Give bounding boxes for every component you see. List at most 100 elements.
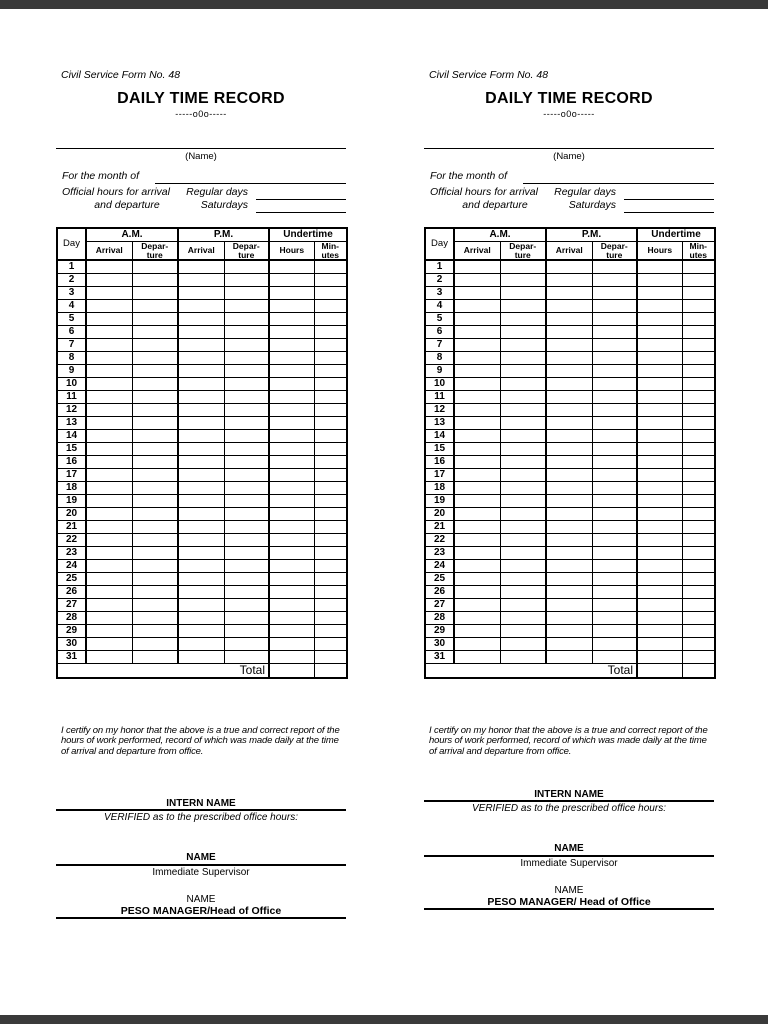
entry-cell <box>591 325 639 339</box>
entry-cell <box>681 299 716 313</box>
entry-cell <box>177 494 225 508</box>
entry-cell <box>591 312 639 326</box>
entry-cell <box>681 598 716 612</box>
entry-cell <box>636 572 683 586</box>
day-number-cell: 12 <box>56 403 87 417</box>
entry-cell <box>85 598 133 612</box>
entry-cell <box>453 611 501 625</box>
official-hours-line1: Official hours for arrival <box>62 186 170 198</box>
entry-cell <box>545 494 593 508</box>
entry-cell <box>223 585 271 599</box>
table-row: 13 <box>56 416 348 430</box>
entry-cell <box>268 390 315 404</box>
entry-cell <box>591 429 639 443</box>
entry-cell <box>636 598 683 612</box>
entry-cell <box>313 377 348 391</box>
peso-manager-label: PESO MANAGER/Head of Office <box>120 905 282 917</box>
table-row: 15 <box>56 442 348 456</box>
total-row: Total <box>56 663 348 679</box>
entry-cell <box>85 364 133 378</box>
entry-cell <box>636 390 683 404</box>
entry-cell <box>268 351 315 365</box>
name-underline <box>424 148 714 149</box>
entry-cell <box>636 416 683 430</box>
entry-cell <box>313 468 348 482</box>
entry-cell <box>177 624 225 638</box>
entry-cell <box>223 598 271 612</box>
table-row: 26 <box>56 585 348 599</box>
entry-cell <box>453 650 501 664</box>
table-row: 3 <box>424 286 716 300</box>
table-row: 30 <box>424 637 716 651</box>
table-row: 15 <box>424 442 716 456</box>
table-row: 18 <box>424 481 716 495</box>
table-row: 9 <box>424 364 716 378</box>
entry-cell <box>681 442 716 456</box>
supervisor-signature-line <box>56 864 346 866</box>
day-number-cell: 20 <box>56 507 87 521</box>
entry-cell <box>223 572 271 586</box>
entry-cell <box>545 299 593 313</box>
table-row: 29 <box>56 624 348 638</box>
entry-cell <box>313 299 348 313</box>
entry-cell <box>131 273 180 287</box>
entry-cell <box>223 559 271 573</box>
entry-cell <box>545 507 593 521</box>
pm-departure-header: Depar- ture <box>591 241 639 261</box>
entry-cell <box>545 325 593 339</box>
day-number-cell: 29 <box>424 624 455 638</box>
month-underline <box>523 183 714 184</box>
entry-cell <box>591 286 639 300</box>
entry-cell <box>545 390 593 404</box>
entry-cell <box>545 455 593 469</box>
form-number: Civil Service Form No. 48 <box>429 69 549 81</box>
entry-cell <box>545 585 593 599</box>
form-title: DAILY TIME RECORD <box>485 90 653 107</box>
day-number-cell: 28 <box>424 611 455 625</box>
undertime-header: Undertime <box>636 227 716 242</box>
entry-cell <box>636 546 683 560</box>
verified-caption: VERIFIED as to the prescribed office hou… <box>472 803 666 814</box>
entry-cell <box>85 546 133 560</box>
saturdays-label: Saturdays <box>200 199 248 211</box>
entry-cell <box>453 507 501 521</box>
entry-cell <box>681 416 716 430</box>
day-number-cell: 7 <box>56 338 87 352</box>
entry-cell <box>453 312 501 326</box>
entry-cell <box>85 507 133 521</box>
hours-header: Hours <box>268 241 315 261</box>
manager-signature-line <box>424 908 714 910</box>
entry-cell <box>268 481 315 495</box>
entry-cell <box>268 325 315 339</box>
entry-cell <box>591 533 639 547</box>
pm-header: P.M. <box>545 227 639 242</box>
month-of-label: For the month of <box>430 170 508 182</box>
entry-cell <box>499 611 548 625</box>
entry-cell <box>591 650 639 664</box>
am-departure-header: Depar- ture <box>499 241 548 261</box>
day-number-cell: 2 <box>424 273 455 287</box>
entry-cell <box>499 312 548 326</box>
entry-cell <box>131 364 180 378</box>
entry-cell <box>636 559 683 573</box>
day-number-cell: 22 <box>56 533 87 547</box>
table-row: 23 <box>56 546 348 560</box>
day-number-cell: 9 <box>424 364 455 378</box>
entry-cell <box>313 559 348 573</box>
day-number-cell: 15 <box>56 442 87 456</box>
entry-cell <box>453 533 501 547</box>
entry-cell <box>453 572 501 586</box>
table-row: 16 <box>56 455 348 469</box>
entry-cell <box>545 481 593 495</box>
entry-cell <box>499 481 548 495</box>
table-row: 26 <box>424 585 716 599</box>
entry-cell <box>499 572 548 586</box>
entry-cell <box>591 468 639 482</box>
entry-cell <box>131 533 180 547</box>
table-row: 1 <box>424 259 716 274</box>
entry-cell <box>591 416 639 430</box>
entry-cell <box>85 351 133 365</box>
entry-cell <box>313 351 348 365</box>
entry-cell <box>545 650 593 664</box>
day-number-cell: 3 <box>56 286 87 300</box>
